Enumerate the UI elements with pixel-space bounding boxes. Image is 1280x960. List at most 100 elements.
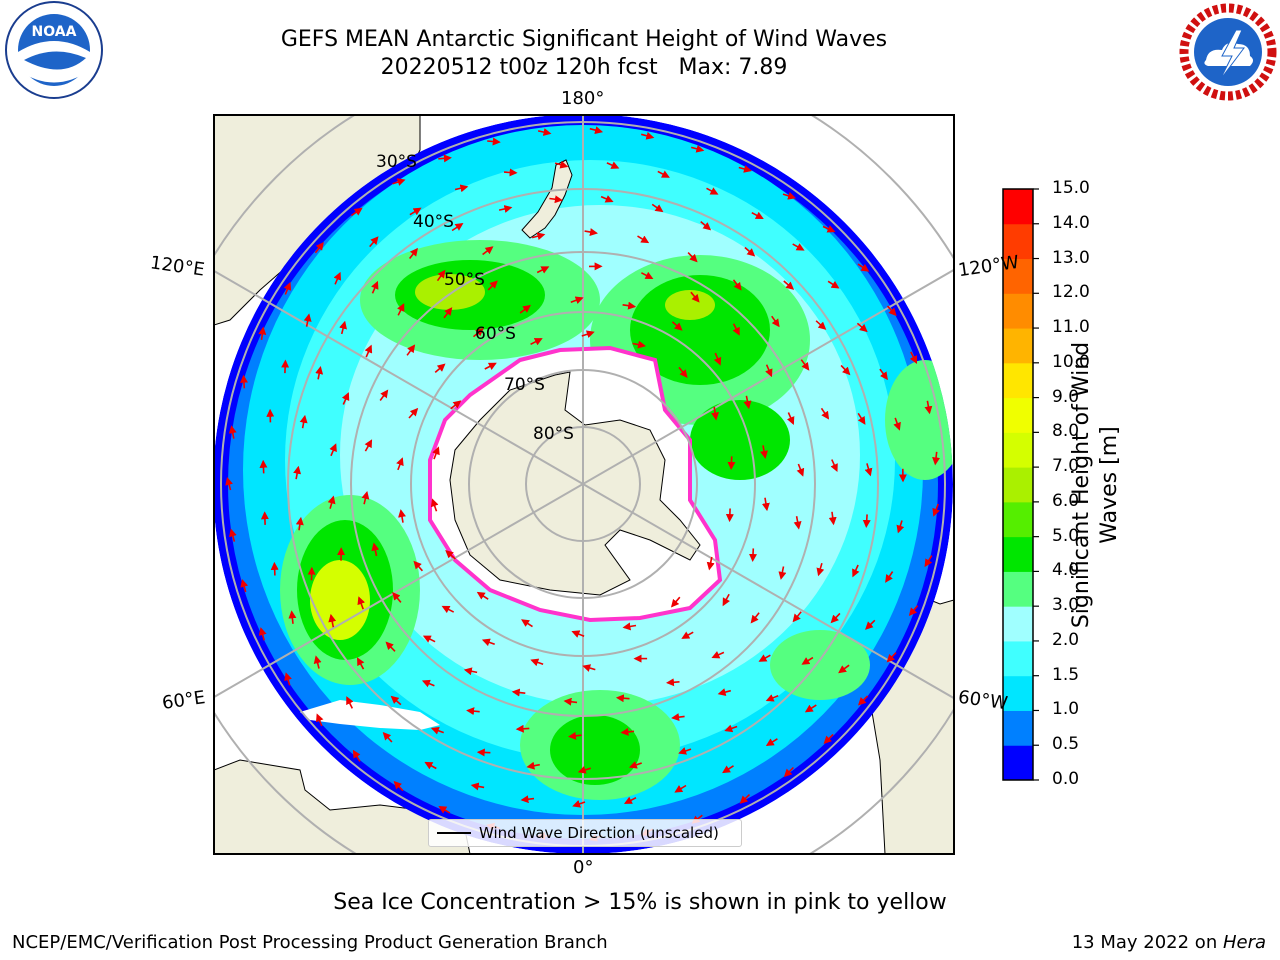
colorbar-bin [1003, 571, 1033, 607]
wave-direction-arrow [885, 571, 894, 583]
lat-label-40s: 40°S [413, 212, 454, 232]
wave-direction-arrow [786, 412, 795, 425]
wave-direction-arrow [503, 168, 518, 177]
wave-direction-arrow [908, 605, 919, 617]
wave-direction-arrow [239, 374, 248, 389]
wave-direction-arrow [225, 476, 233, 491]
wave-direction-arrow [258, 627, 267, 641]
svg-text:NOAA: NOAA [32, 24, 77, 40]
wave-direction-arrow [258, 326, 267, 341]
wave-direction-arrow [350, 207, 363, 217]
colorbar-tick-label: 9.0 [1052, 386, 1080, 407]
wave-direction-arrow [424, 761, 437, 770]
title-line-2: 20220512 t00z 120h fcst Max: 7.89 [380, 55, 788, 80]
wave-direction-arrow [640, 131, 655, 140]
wave-direction-arrow [765, 364, 773, 378]
wave-direction-arrow [924, 555, 933, 568]
lat-label-60s: 60°S [475, 324, 516, 344]
wave-direction-arrow [793, 516, 802, 530]
wave-direction-arrow [738, 165, 752, 173]
wave-direction-arrow [364, 439, 373, 452]
colorbar-tick-label: 5.0 [1052, 525, 1080, 546]
wave-direction-arrow [341, 392, 350, 405]
wave-direction-arrow [364, 344, 373, 358]
wave-direction-arrow [303, 313, 312, 327]
wave-direction-arrow [240, 578, 249, 593]
wave-direction-arrow [472, 327, 484, 338]
colorbar-tick-label: 14.0 [1052, 212, 1090, 233]
wave-direction-arrow [281, 359, 290, 374]
lat-label-80s: 80°S [533, 424, 574, 444]
colorbar-tick-label: 13.0 [1052, 247, 1090, 268]
wave-direction-arrow [315, 366, 324, 380]
wave-direction-arrow [436, 269, 446, 282]
wave-direction-arrow [511, 688, 526, 697]
wave-direction-arrow [476, 748, 491, 757]
machine-name: Hera [1222, 932, 1266, 953]
wave-direction-arrow [554, 160, 569, 169]
wave-direction-arrow [725, 508, 734, 523]
wave-direction-arrow [295, 516, 304, 531]
wave-direction-arrow [879, 368, 888, 381]
wave-direction-arrow [750, 612, 760, 624]
colorbar-bin [1003, 745, 1033, 781]
wave-direction-arrow [396, 457, 404, 471]
colorbar-bin [1003, 432, 1033, 468]
wave-direction-arrow [722, 765, 734, 774]
wave-direction-arrow [743, 395, 752, 410]
wave-direction-arrow [397, 303, 405, 316]
wave-direction-arrow [432, 446, 440, 460]
wave-direction-arrow [783, 280, 795, 290]
colorbar-bin [1003, 501, 1033, 538]
wave-direction-arrow [751, 211, 764, 220]
wave-direction-arrow [783, 766, 794, 778]
wave-direction-arrow [328, 613, 337, 628]
wave-direction-arrow [413, 560, 423, 572]
wave-direction-arrow [408, 247, 418, 259]
wave-direction-arrow [438, 154, 452, 163]
wave-direction-arrow [293, 465, 302, 480]
wave-direction-arrow [484, 362, 497, 370]
wave-direction-arrow [857, 695, 869, 706]
colorbar-bin [1003, 710, 1033, 746]
wave-direction-arrow [909, 351, 918, 365]
wave-direction-arrow [823, 733, 834, 745]
wave-direction-arrow [732, 323, 740, 336]
legend-line-swatch [437, 832, 471, 834]
wave-direction-arrow [481, 638, 495, 647]
run-date-prefix: 13 May 2022 on [1071, 932, 1223, 953]
wave-direction-arrow [526, 761, 540, 770]
wave-direction-arrow [800, 359, 810, 371]
colorbar-bin [1003, 606, 1033, 642]
wave-direction-arrow [530, 658, 544, 667]
wave-direction-arrow [670, 596, 681, 608]
colorbar-bin [1003, 293, 1033, 329]
wave-direction-arrow [924, 400, 933, 415]
wave-direction-arrow [700, 220, 712, 231]
wave-direction-arrow [315, 713, 324, 727]
wave-direction-arrow [270, 561, 279, 576]
wave-direction-arrow [830, 612, 841, 624]
wave-direction-arrow [706, 556, 715, 571]
wave-direction-arrow [392, 591, 402, 603]
lat-label-50s: 50°S [444, 270, 485, 290]
wave-direction-arrow [346, 696, 354, 709]
wave-direction-arrow [572, 800, 586, 808]
wave-direction-arrow [451, 223, 464, 232]
wave-direction-arrow [333, 271, 342, 285]
wave-direction-arrow [857, 412, 866, 425]
colorbar-tick-label: 1.5 [1052, 664, 1080, 685]
wave-direction-arrow [487, 137, 501, 146]
credit-text: NCEP/EMC/Verification Post Processing Pr… [12, 932, 608, 953]
wave-direction-arrow [622, 622, 637, 631]
wave-direction-arrow [299, 414, 308, 429]
wave-direction-arrow [498, 205, 513, 213]
wave-direction-arrow [792, 611, 802, 623]
wave-direction-arrow [450, 400, 462, 410]
wave-direction-arrow [896, 520, 905, 534]
wave-direction-arrow [385, 641, 396, 652]
wave-direction-arrow [711, 651, 725, 659]
wave-direction-arrow [582, 664, 596, 672]
wave-direction-arrow [671, 713, 685, 722]
